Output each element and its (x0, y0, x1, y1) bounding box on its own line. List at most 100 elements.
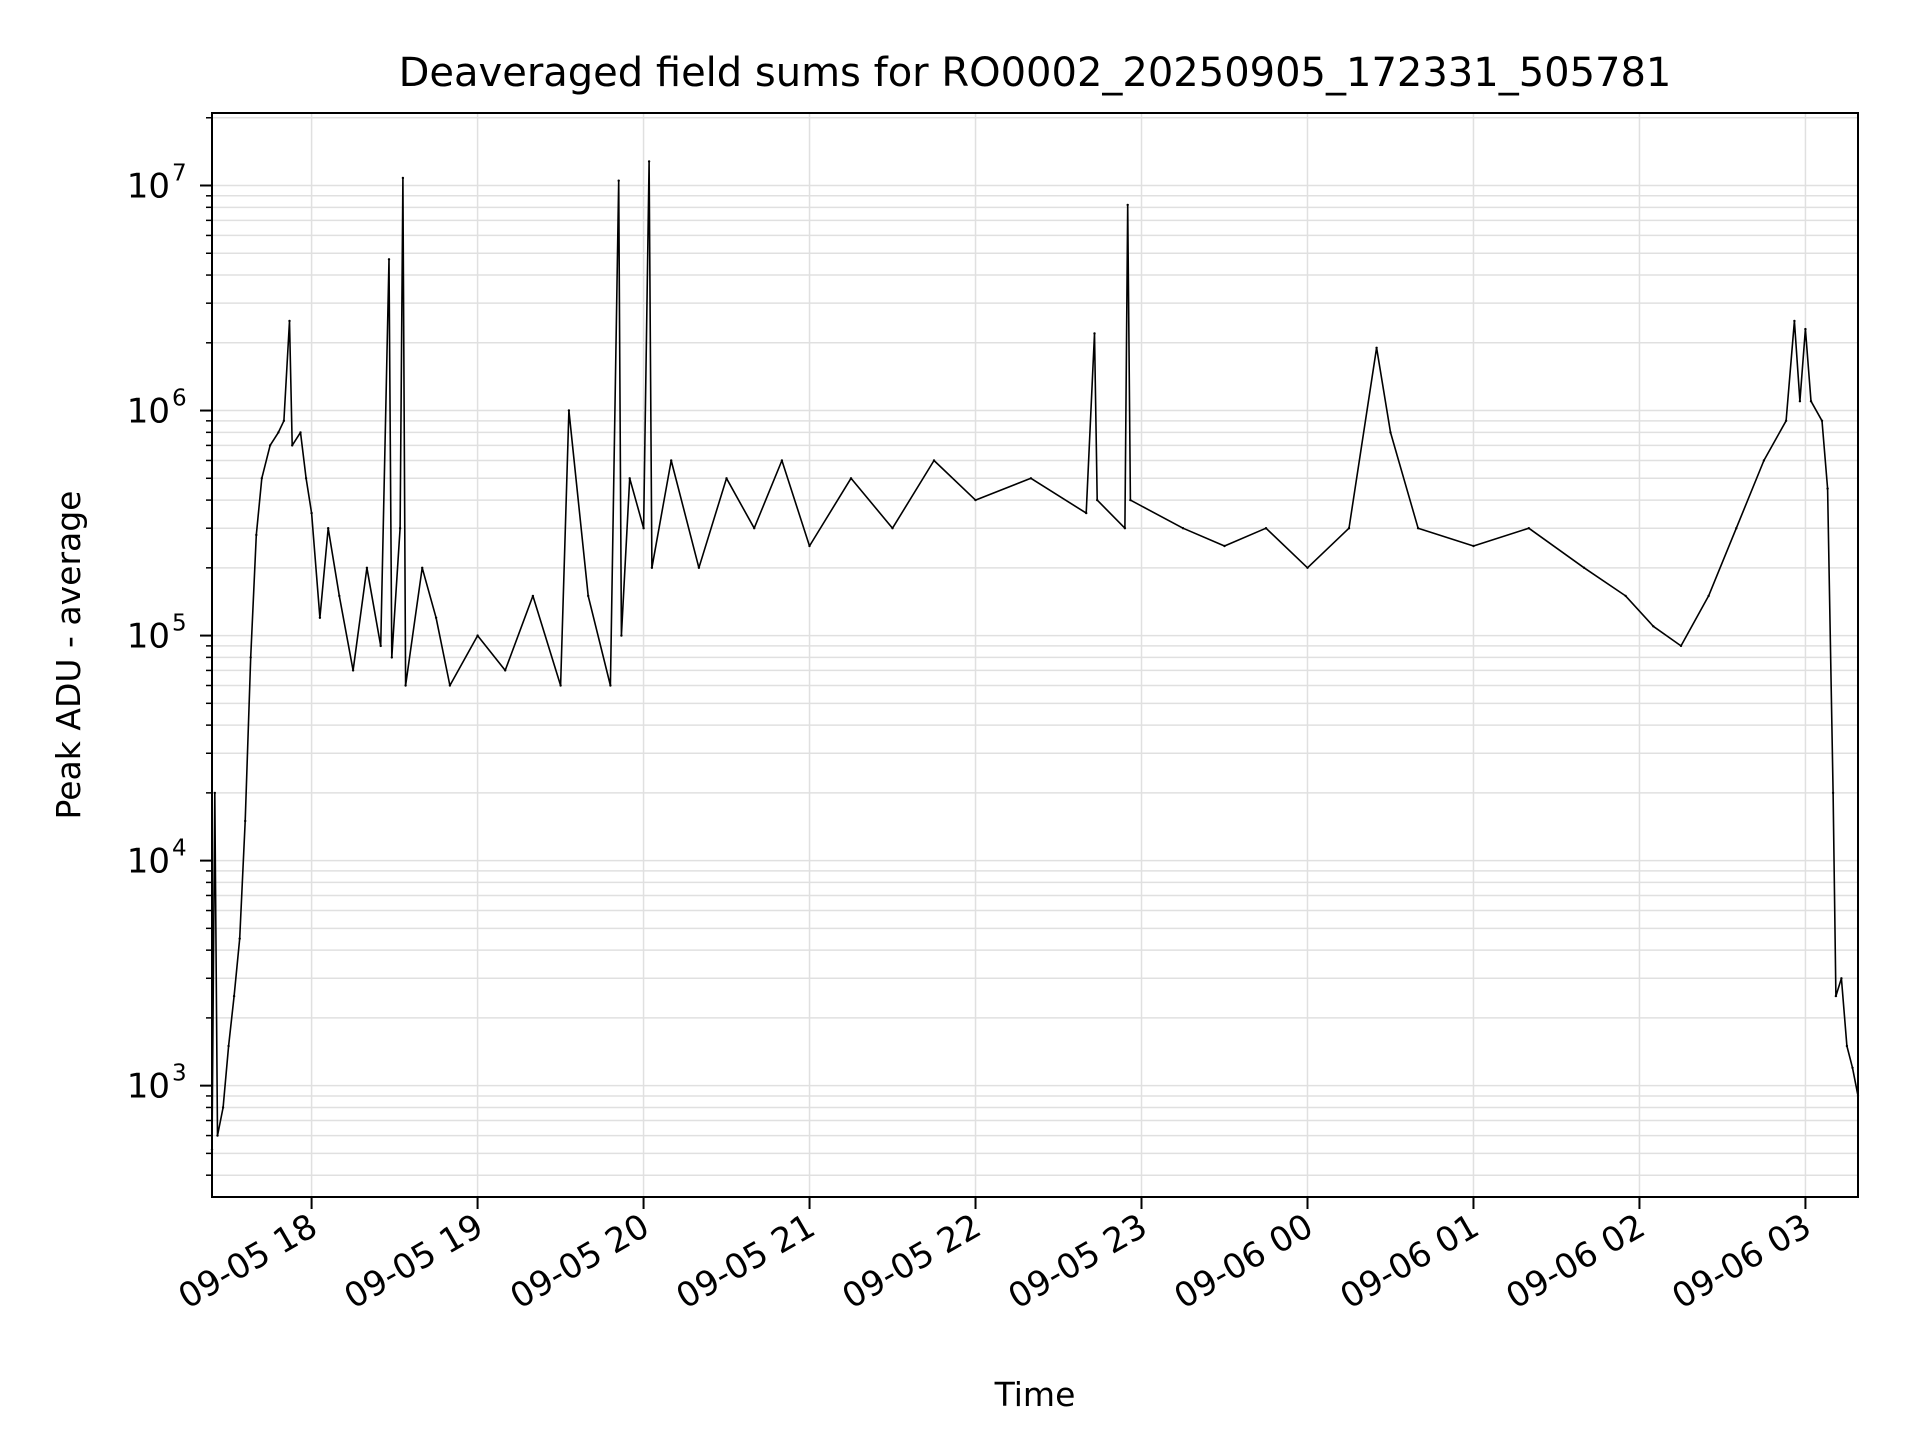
data-point (567, 409, 571, 412)
plot-frame (211, 112, 1859, 1198)
data-point (849, 477, 853, 480)
y-tick-label: 10 (127, 392, 170, 432)
data-point (1375, 346, 1378, 349)
data-point (255, 533, 258, 537)
y-tick-exponent: 3 (172, 1061, 187, 1087)
chart-title: Deaveraged field sums for RO0002_2025090… (399, 50, 1672, 96)
data-point (1851, 1066, 1854, 1070)
data-point (277, 431, 280, 434)
data-point (1793, 319, 1796, 323)
data-point (1029, 477, 1033, 480)
data-point (974, 498, 977, 502)
data-point (1834, 994, 1838, 998)
data-point (379, 644, 382, 648)
data-point (504, 669, 507, 672)
data-point (1416, 527, 1420, 530)
y-tick-label: 10 (127, 617, 170, 657)
data-point (891, 527, 894, 530)
data-point (1831, 791, 1835, 795)
data-point (268, 444, 272, 447)
y-tick-exponent: 5 (172, 611, 187, 637)
data-point (1804, 327, 1807, 331)
data-point (628, 477, 631, 480)
data-point (650, 566, 654, 569)
data-point (780, 459, 784, 462)
data-point (670, 459, 673, 462)
data-point (1093, 332, 1096, 335)
data-point (1798, 400, 1802, 403)
data-point (642, 527, 645, 530)
data-point (404, 684, 407, 687)
data-point (232, 994, 236, 998)
data-point (1389, 431, 1392, 434)
data-point (1707, 594, 1710, 598)
y-tick-label: 10 (127, 1067, 170, 1107)
data-point (291, 444, 294, 447)
y-tick-exponent: 7 (172, 161, 187, 187)
data-point (531, 594, 535, 598)
data-point (1784, 419, 1788, 422)
y-tick-exponent: 4 (172, 836, 187, 862)
data-point (587, 594, 590, 598)
data-point (434, 616, 438, 619)
plot-area (210, 160, 1860, 1151)
data-point (1181, 527, 1185, 530)
data-point (725, 477, 728, 480)
data-point (421, 566, 424, 569)
data-point (390, 656, 393, 659)
data-point (338, 594, 341, 598)
data-point (1809, 400, 1813, 403)
data-point (620, 634, 623, 637)
data-point (1840, 977, 1843, 980)
data-point (1129, 498, 1132, 502)
data-point (244, 819, 247, 823)
y-axis-label: Peak ADU - average (49, 491, 88, 820)
data-point (1085, 511, 1088, 515)
data-point (304, 477, 308, 480)
y-tick-exponent: 6 (172, 386, 187, 412)
data-point (1123, 527, 1127, 530)
data-point (697, 566, 701, 569)
data-point (327, 527, 330, 530)
data-point (1126, 203, 1129, 207)
grid (212, 113, 1858, 1197)
data-point (1306, 566, 1309, 569)
data-point (932, 459, 936, 462)
data-point (318, 616, 322, 619)
data-point (221, 1106, 225, 1109)
data-point (609, 684, 612, 687)
data-point (1679, 644, 1683, 648)
data-point (249, 656, 252, 659)
data-point (351, 669, 355, 672)
data-point (216, 1134, 219, 1137)
data-point (288, 319, 291, 323)
data-point (1624, 594, 1627, 598)
data-point (1582, 566, 1586, 569)
data-point (299, 431, 302, 434)
data-point (1826, 487, 1829, 490)
data-point (398, 527, 402, 530)
data-point (282, 419, 286, 422)
data-point (365, 566, 369, 569)
data-point (1652, 625, 1655, 628)
data-point (1264, 527, 1268, 530)
data-point (310, 511, 313, 515)
data-point (1096, 498, 1099, 502)
data-point (1820, 419, 1824, 422)
data-point (1472, 544, 1475, 548)
data-point (1762, 459, 1766, 462)
data-point (260, 477, 263, 480)
data-point (808, 544, 811, 548)
data-point (213, 791, 216, 795)
data-point (238, 937, 241, 940)
y-tick-label: 10 (127, 167, 170, 207)
data-point (1845, 1044, 1849, 1048)
data-point (448, 684, 452, 687)
data-point (227, 1044, 230, 1048)
data-point (1347, 527, 1351, 530)
x-axis-label: Time (994, 1375, 1076, 1414)
data-point (1735, 527, 1738, 530)
